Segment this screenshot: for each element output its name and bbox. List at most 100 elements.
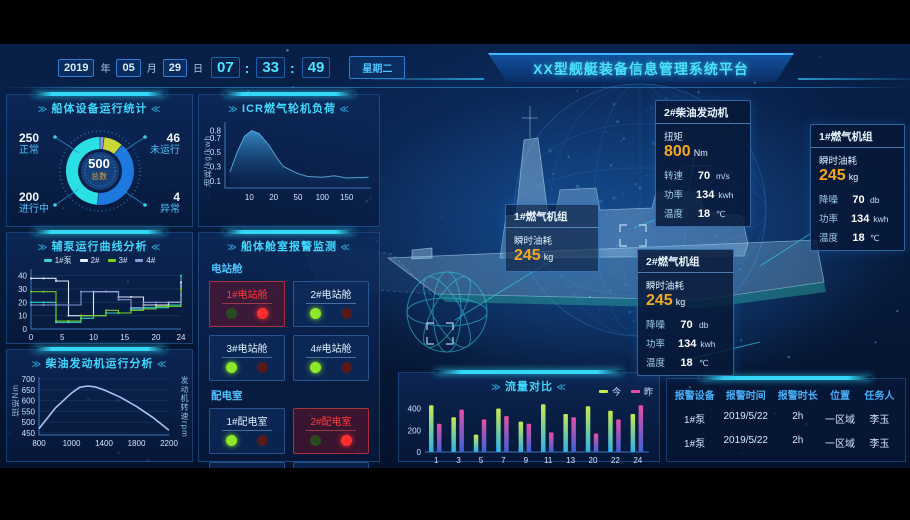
globe-dot [616, 243, 619, 246]
globe-dot [646, 109, 647, 110]
room-status-card[interactable]: 2#配电室 [293, 408, 369, 454]
flow-bar [639, 405, 644, 452]
red-alarm-light-icon [257, 435, 268, 446]
pump-line-chart: 0 10 20 30 40 0 5 10 15 20 24 [7, 266, 194, 346]
alarm-table-cell: 2h [775, 411, 820, 426]
callout-row-value: 70 [678, 319, 695, 331]
time-minute: 33 [256, 57, 285, 78]
flow-bar [541, 404, 546, 452]
alarm-table-header-cell: 位置 [820, 387, 859, 402]
room-status-card[interactable]: 4#电站舱 [293, 335, 369, 381]
flow-bar [594, 434, 599, 453]
globe-dot [659, 244, 662, 247]
red-alarm-light-icon [341, 308, 352, 319]
globe-dot [628, 311, 631, 314]
green-status-light-icon [310, 362, 321, 373]
alarm-table-cell: 李玉 [860, 435, 899, 450]
callout-row-unit: ℃ [866, 233, 896, 244]
globe-dot [548, 149, 551, 152]
globe-dot [568, 175, 569, 176]
room-status-card[interactable]: 4#配电室 [293, 462, 369, 468]
room-status-card[interactable]: 3#电站舱 [209, 335, 285, 381]
callout-row-unit: kwh [714, 190, 744, 200]
globe-dot [616, 120, 619, 123]
room-status-card[interactable]: 3#配电室 [209, 462, 285, 468]
callout-gas-unit-2: 2#燃气机组 瞬时油耗 245 kg 降噪 70 db 功率 134 kwh 温度 18 ℃ [637, 249, 734, 376]
flow-bar [459, 410, 464, 452]
globe-dot [634, 183, 637, 186]
callout-highlight-unit: kg [544, 252, 554, 262]
room-status-card[interactable]: 1#电站舱 [209, 281, 285, 327]
time-colon: : [245, 60, 250, 76]
room-status-card[interactable]: 1#配电室 [209, 408, 285, 454]
callout-highlight-label: 瞬时油耗 [506, 228, 598, 247]
flow-bar-chart: 02004001 3 5 7 9 11 13 20 22 24 [399, 398, 661, 466]
svg-text:10: 10 [89, 333, 98, 342]
callout-highlight-label: 扭矩 [656, 124, 750, 143]
room-status-card[interactable]: 2#电站舱 [293, 281, 369, 327]
alarm-table-header-row: 报警设备 报警时间 报警时长 位置 任务人 [673, 387, 899, 402]
callout-row-label: 降噪 [646, 317, 678, 331]
flow-bar [482, 419, 487, 452]
callout-row-value: 18 [851, 232, 866, 244]
globe-dot [599, 200, 603, 204]
globe-dot [609, 289, 612, 292]
green-status-light-icon [310, 308, 321, 319]
callout-row-value: 134 [851, 213, 869, 225]
callout-row-value: 70 [851, 194, 866, 206]
flow-bar [631, 414, 636, 452]
globe-dot [629, 217, 631, 219]
globe-dot [740, 253, 742, 255]
diesel-y-axis-label: 扭矩Nm [10, 384, 21, 416]
globe-dot [623, 276, 625, 278]
icr-area-fill [230, 131, 369, 188]
svg-text:0: 0 [23, 325, 28, 334]
power-station-room-grid: 1#电站舱 2#电站舱 3#电站舱 4#电站舱 [199, 281, 379, 381]
globe-dot [638, 186, 642, 190]
icr-y-axis-label: 油耗/kg/kwh [202, 135, 213, 187]
green-status-light-icon [310, 435, 321, 446]
particle [441, 217, 442, 218]
callout-row-value: 18 [696, 208, 712, 220]
globe-dot [739, 268, 742, 271]
flow-bar [437, 424, 442, 452]
diesel-curve-chart: 450500550600650700800 1000 1400 1800 2200 [7, 371, 194, 461]
diesel-right-axis-label: 发动机转速rpm [179, 376, 190, 438]
globe-dot [633, 320, 635, 322]
time-colon: : [290, 60, 295, 76]
svg-text:40: 40 [18, 272, 27, 281]
date-day-label: 日 [192, 60, 204, 75]
pump-legend-item: 4# [135, 255, 155, 266]
callout-gas-unit-1-fuel: 1#燃气机组 瞬时油耗 245 kg [505, 204, 599, 272]
flow-legend-item: 昨 [631, 385, 653, 398]
date-day: 29 [163, 59, 187, 77]
globe-dot [650, 107, 652, 109]
app-title: XX型舰艇装备信息管理系统平台 [533, 59, 749, 79]
alarm-table-row: 1#泵 2019/5/22 2h 一区域 李玉 [673, 411, 899, 426]
globe-dot [552, 173, 554, 175]
svg-text:150: 150 [340, 193, 354, 202]
globe-dot [631, 303, 632, 304]
callout-row-unit: db [695, 320, 725, 330]
flow-legend: 今昨 [599, 385, 653, 398]
svg-text:1400: 1400 [95, 439, 113, 448]
globe-dot [714, 235, 717, 238]
green-status-light-icon [226, 308, 237, 319]
particle [874, 341, 876, 343]
callout-row-value: 70 [696, 170, 712, 182]
panel-title: 船体舱室报警监测 [199, 238, 379, 254]
particle [489, 297, 491, 299]
section-title-distribution-room: 配电室 [211, 388, 379, 403]
callout-highlight-value: 245 [514, 247, 541, 264]
globe-dot [605, 213, 608, 216]
alarm-table-row: 1#泵 2019/5/22 2h 一区域 李玉 [673, 435, 899, 450]
flow-bar [451, 417, 456, 452]
flow-bar [616, 419, 621, 452]
flow-bar [527, 424, 532, 452]
flow-bar [474, 435, 479, 452]
red-alarm-light-icon [257, 308, 268, 319]
flow-bar [519, 422, 524, 452]
globe-dot [609, 164, 612, 167]
room-status-lights [210, 308, 284, 319]
globe-dot [646, 175, 648, 177]
